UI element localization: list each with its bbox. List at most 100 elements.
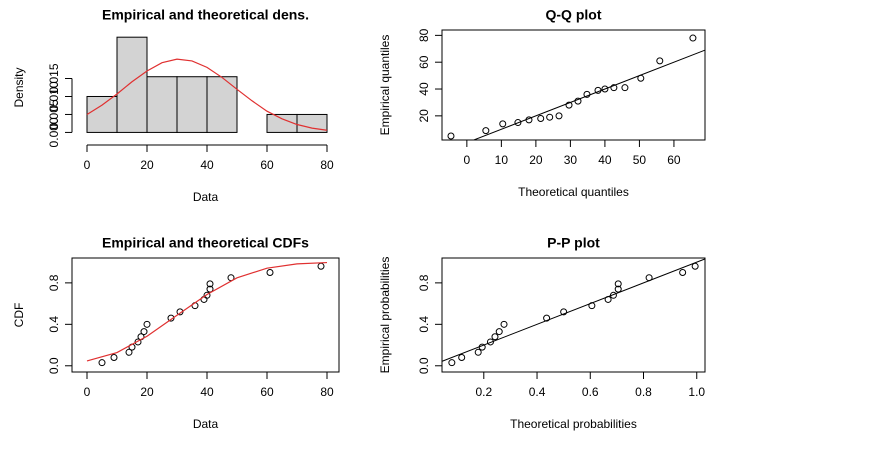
bar [86,95,118,133]
point [176,308,184,316]
panel-title: P-P plot [547,235,600,251]
panel [86,261,328,367]
reference-line [442,258,705,362]
x-tick-label: 10 [495,153,509,167]
point [495,328,503,336]
y-tick-label: 0.8 [417,274,431,291]
point [317,262,325,270]
y-tick-label: 0.000 [47,117,61,147]
point [594,86,602,94]
curve [86,261,328,362]
point [614,280,622,288]
x-tick-label: 80 [320,158,334,172]
point [143,320,151,328]
panel [442,258,705,367]
point [546,113,554,121]
point [560,308,568,316]
point [689,34,697,42]
y-axis-label: Empirical probabilities [378,257,392,374]
y-tick-label: 0.010 [47,81,61,111]
panel-title: Empirical and theoretical dens. [102,7,309,23]
point [555,112,563,120]
point [525,116,533,124]
bar [266,113,298,133]
point [610,84,618,92]
point [543,314,551,322]
point [637,74,645,82]
panel-title: Empirical and theoretical CDFs [102,235,309,251]
y-axis-label: Density [12,67,26,107]
point [486,338,494,346]
point [601,85,609,93]
point [691,262,699,270]
point [203,291,211,299]
bar [116,36,148,133]
x-tick-label: 40 [200,158,214,172]
point [588,302,596,310]
bar [146,76,178,133]
x-tick-label: 0 [84,385,91,399]
point [140,328,148,336]
x-tick-label: 20 [140,158,154,172]
point [458,353,466,361]
bar [176,76,208,133]
x-tick-label: 30 [564,153,578,167]
x-tick-label: 40 [200,385,214,399]
x-tick-label: 20 [529,153,543,167]
y-tick-label: 0.4 [417,316,431,333]
y-tick-label: 0.015 [47,63,61,93]
y-tick-label: 80 [417,28,431,42]
point [482,127,490,135]
point [110,353,118,361]
x-tick-label: 0.4 [529,385,546,399]
point [448,359,456,367]
point [266,269,274,277]
y-tick-label: 0.0 [417,357,431,374]
frame [441,257,706,373]
point [206,280,214,288]
x-tick-label: 60 [260,385,274,399]
point [621,84,629,92]
x-axis-label: Data [193,417,219,431]
x-axis-label: Theoretical quantiles [518,185,629,199]
x-tick-label: 40 [598,153,612,167]
x-tick-label: 60 [667,153,681,167]
point [609,291,617,299]
point [614,285,622,293]
point [447,132,455,140]
point [206,285,214,293]
point [499,120,507,128]
y-tick-label: 0.0 [47,357,61,374]
point [679,269,687,277]
point [125,348,133,356]
x-tick-label: 60 [260,158,274,172]
y-tick-label: 40 [417,82,431,96]
x-tick-label: 80 [320,385,334,399]
panel-title: Q-Q plot [546,7,602,23]
x-tick-label: 0.6 [582,385,599,399]
frame [441,29,706,141]
x-tick-label: 0 [84,158,91,172]
y-tick-label: 60 [417,55,431,69]
point [514,119,522,127]
curve [86,58,328,131]
x-tick-label: 0.2 [475,385,492,399]
y-tick-label: 0.005 [47,99,61,129]
bar [296,113,328,133]
point [583,90,591,98]
y-axis-label: CDF [12,303,26,328]
point [574,97,582,105]
point [565,101,573,109]
panel [86,36,328,133]
x-axis-label: Data [193,190,219,204]
point [478,343,486,351]
frame [71,257,340,373]
x-tick-label: 50 [633,153,647,167]
reference-line [472,49,705,140]
point [474,348,482,356]
y-tick-label: 0.4 [47,316,61,333]
panel [447,34,705,140]
point [491,333,499,341]
point [656,57,664,65]
